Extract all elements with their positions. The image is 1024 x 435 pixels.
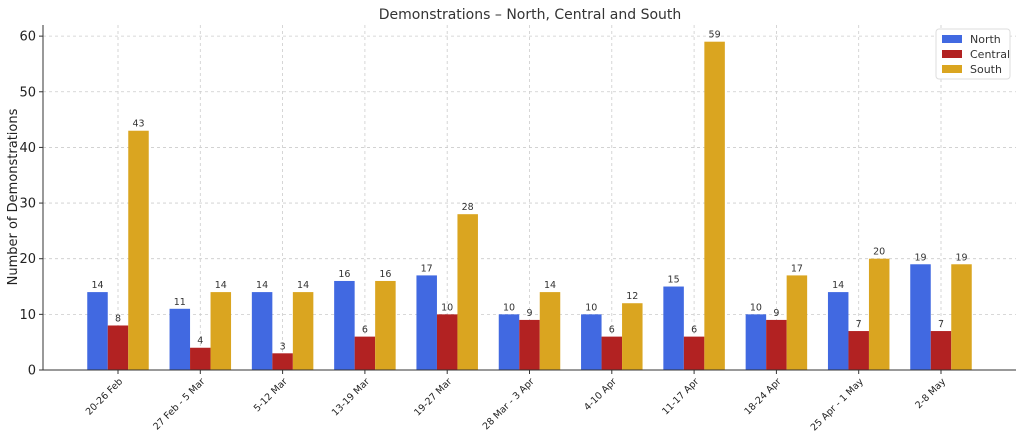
bar-north	[663, 286, 684, 370]
y-tick-label: 40	[19, 141, 36, 156]
data-label: 15	[668, 275, 680, 286]
data-label: 7	[856, 319, 862, 330]
data-label: 10	[441, 302, 453, 313]
data-label: 28	[462, 202, 474, 213]
grid	[43, 25, 1016, 370]
data-label: 14	[544, 280, 556, 291]
data-label: 10	[503, 302, 515, 313]
data-label: 16	[338, 269, 350, 280]
bar-south	[375, 280, 396, 370]
x-tick-label: 5-12 Mar	[252, 376, 290, 414]
bar-central	[107, 325, 129, 370]
bar-central	[436, 314, 458, 370]
bar-central	[683, 336, 705, 370]
bar-south	[128, 130, 149, 370]
bar-central	[354, 336, 376, 370]
chart-title: Demonstrations – North, Central and Sout…	[379, 7, 682, 23]
bar-south	[951, 264, 972, 370]
data-label: 16	[379, 269, 391, 280]
data-label: 6	[609, 325, 615, 336]
bar-south	[868, 258, 890, 370]
x-tick-label: 11-17 Apr	[660, 376, 701, 417]
legend-swatch-central	[942, 50, 962, 58]
y-tick-label: 20	[19, 252, 36, 267]
data-label: 14	[297, 280, 309, 291]
y-tick-label: 60	[19, 30, 36, 45]
bar-central	[930, 331, 952, 370]
data-label: 8	[115, 313, 121, 324]
legend-swatch-north	[942, 35, 962, 43]
data-label: 14	[256, 280, 268, 291]
x-tick-label: 28 Mar - 3 Apr	[481, 376, 537, 432]
data-label: 6	[691, 325, 697, 336]
data-label: 43	[132, 119, 144, 130]
y-tick-label: 0	[28, 364, 36, 379]
x-tick-label: 20-26 Feb	[84, 376, 125, 417]
y-tick-label: 50	[19, 85, 36, 100]
bar-south	[704, 41, 725, 371]
y-tick-label: 30	[19, 197, 36, 212]
data-label: 17	[421, 263, 433, 274]
bar-south	[786, 275, 808, 370]
bar-south	[539, 292, 561, 370]
y-axis-label: Number of Demonstrations	[6, 108, 21, 285]
bar-south	[622, 303, 643, 370]
bar-central	[272, 353, 293, 370]
data-label: 9	[773, 308, 779, 319]
bar-central	[519, 319, 540, 370]
data-label: 14	[832, 280, 844, 291]
bar-north	[498, 314, 520, 370]
bar-central	[601, 336, 623, 370]
data-label: 9	[526, 308, 532, 319]
data-label: 17	[791, 263, 803, 274]
x-tick-label: 27 Feb - 5 Mar	[151, 376, 207, 432]
data-label: 3	[280, 341, 286, 352]
bar-north	[169, 308, 191, 370]
data-label: 10	[585, 302, 597, 313]
data-label: 14	[215, 280, 227, 291]
bar-south	[210, 292, 232, 370]
bar-north	[87, 292, 108, 370]
data-label: 6	[362, 325, 368, 336]
x-tick-label: 2-8 May	[913, 376, 948, 411]
data-label: 7	[938, 319, 944, 330]
data-label: 4	[197, 336, 203, 347]
x-tick-label: 25 Apr - 1 May	[809, 376, 866, 433]
bars	[87, 41, 972, 371]
x-tick-label: 4-10 Apr	[582, 376, 619, 413]
bar-central	[848, 331, 869, 370]
bar-north	[745, 314, 767, 370]
legend-swatch-south	[942, 65, 962, 73]
legend-label-north: North	[970, 33, 1001, 46]
data-label: 10	[750, 302, 762, 313]
data-label: 20	[873, 247, 885, 258]
x-tick-label: 18-24 Apr	[742, 376, 783, 417]
bar-south	[457, 214, 478, 370]
data-label: 11	[174, 297, 186, 308]
axes: 0 10 20 30 40 50 60 20-26 Feb 27 Feb - 5 Mar 5-12…	[19, 25, 1016, 433]
bar-north	[581, 314, 602, 370]
bar-north	[334, 280, 355, 370]
legend: North Central South	[935, 28, 1011, 80]
data-label: 12	[626, 291, 638, 302]
data-label: 19	[955, 252, 967, 263]
bar-north	[416, 275, 437, 370]
legend-label-central: Central	[970, 48, 1010, 61]
y-tick-label: 10	[19, 308, 36, 323]
bar-central	[766, 319, 787, 370]
bar-north	[827, 292, 849, 370]
x-tick-label: 13-19 Mar	[330, 376, 372, 418]
x-tick-label: 19-27 Mar	[412, 376, 454, 418]
bar-central	[190, 347, 211, 370]
bar-north	[251, 292, 273, 370]
data-label: 19	[914, 252, 926, 263]
data-label: 59	[709, 30, 721, 41]
bar-north	[910, 264, 931, 370]
bar-south	[292, 292, 314, 370]
legend-label-south: South	[970, 63, 1002, 76]
data-label: 14	[91, 280, 103, 291]
